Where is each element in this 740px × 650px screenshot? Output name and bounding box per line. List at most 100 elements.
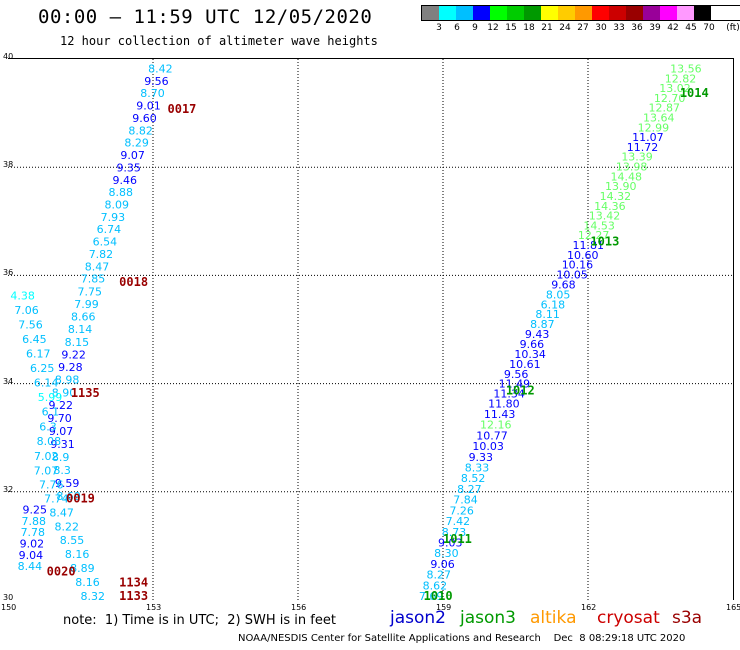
swh-value-label: 9.02 <box>20 538 44 551</box>
swh-value-label: 10.60 <box>567 249 599 262</box>
swh-value-label: 7.84 <box>453 494 478 507</box>
swh-value-label: 13.98 <box>616 161 648 174</box>
swh-value-label: 8.33 <box>465 462 490 475</box>
swh-value-label: 12.99 <box>638 121 670 134</box>
legend-swatch <box>524 6 541 20</box>
swh-value-label: 9.06 <box>430 558 455 571</box>
legend-swatch <box>643 6 660 20</box>
swh-value-label: 8.3 <box>53 464 71 477</box>
swh-value-label: 12.87 <box>648 102 680 115</box>
swh-value-label: 8.88 <box>109 186 134 199</box>
swh-value-label: 7.26 <box>449 504 474 517</box>
legend-swatch <box>660 6 677 20</box>
swh-value-label: 9.07 <box>120 149 145 162</box>
time-label: 1013 <box>590 235 619 249</box>
swh-value-label: 10.34 <box>514 348 546 361</box>
legend-swatch <box>575 6 592 20</box>
swh-value-label: 4.38 <box>10 290 34 303</box>
swh-value-label: 9.22 <box>48 399 73 412</box>
legend-swatch <box>592 6 609 20</box>
y-tick-label: 30 <box>3 593 14 602</box>
swh-value-label: 6.18 <box>541 298 566 311</box>
satellite-jason2: jason2 <box>390 608 446 628</box>
swh-value-label: 12.70 <box>654 92 686 105</box>
legend-tick: 33 <box>613 23 625 33</box>
legend-tick: 6 <box>454 23 460 33</box>
y-tick-label: 40 <box>3 52 14 61</box>
swh-value-label: 9.59 <box>55 477 80 490</box>
swh-value-label: 11.34 <box>493 388 525 401</box>
time-label: 0019 <box>66 492 95 506</box>
time-label: 0020 <box>47 565 76 579</box>
swh-value-label: 13.02 <box>659 82 691 95</box>
y-tick-label: 32 <box>3 484 14 494</box>
legend-swatch <box>626 6 643 20</box>
swh-value-label: 11.43 <box>484 408 516 421</box>
swh-value-label: 8.66 <box>71 311 96 324</box>
swh-value-label: 8.52 <box>461 472 486 485</box>
swh-value-label: 9.28 <box>58 361 83 374</box>
time-label: 1134 <box>119 575 148 589</box>
legend-swatch <box>677 6 694 20</box>
legend-swatch <box>609 6 626 20</box>
swh-value-label: 9.07 <box>49 425 73 438</box>
swh-value-label: 10.77 <box>476 429 508 442</box>
time-label: 1135 <box>71 386 100 400</box>
swh-value-label: 8.42 <box>148 63 173 76</box>
swh-value-label: 9.43 <box>525 328 550 341</box>
swh-value-label: 8.47 <box>85 260 110 273</box>
swh-value-label: 11.80 <box>488 398 520 411</box>
swh-value-label: 7.74 <box>44 492 68 505</box>
swh-value-label: 8.69 <box>56 490 80 503</box>
swh-value-label: 8.82 <box>128 124 153 137</box>
legend-tick: 36 <box>631 23 643 33</box>
swh-value-label: 9.56 <box>144 75 169 88</box>
swh-value-label: 9.01 <box>136 100 161 113</box>
legend-tick: 42 <box>667 23 679 33</box>
swh-value-label: 12.16 <box>480 419 512 432</box>
legend-swatch <box>541 6 558 20</box>
swh-value-label: 13.64 <box>643 112 675 125</box>
swh-value-label: 12.27 <box>578 229 610 242</box>
legend-swatch <box>439 6 456 20</box>
time-label: 1014 <box>680 86 709 100</box>
swh-value-label: 8.55 <box>60 534 84 547</box>
swh-value-label: 8.15 <box>65 336 90 349</box>
satellite-jason3: jason3 <box>460 608 516 628</box>
swh-value-label: 6.17 <box>26 348 51 361</box>
swh-value-label: 8.27 <box>457 483 482 496</box>
satellite-s3a: s3a <box>672 608 703 628</box>
time-label: 1133 <box>119 589 148 600</box>
swh-value-label: 9.25 <box>23 503 48 516</box>
swh-value-label: 8.16 <box>65 548 90 561</box>
legend-tick: 21 <box>541 23 553 33</box>
swh-value-label: 14.32 <box>600 190 632 203</box>
satellite-altika: altika <box>530 608 577 628</box>
swh-value-label: 7.76 <box>39 478 64 491</box>
swh-value-label: 6.74 <box>97 223 122 236</box>
swh-value-label: 5.99 <box>38 391 63 404</box>
swh-value-label: 8.32 <box>81 590 106 600</box>
swh-value-label: 14.48 <box>610 170 642 183</box>
color-legend: 3 6 9 12 15 18 21 24 27 30 33 36 39 42 45 70 (ft) <box>421 5 740 35</box>
swh-value-label: 9.04 <box>19 549 43 562</box>
swh-value-label: 8.98 <box>55 374 80 387</box>
swh-value-label: 9.46 <box>112 174 136 187</box>
legend-tick: 39 <box>649 23 661 33</box>
swh-value-label: 13.90 <box>605 180 637 193</box>
swh-value-label: 8.87 <box>530 318 555 331</box>
time-label: 0018 <box>119 275 148 289</box>
swh-value-label: 14.53 <box>583 219 615 232</box>
legend-tick: 9 <box>472 23 478 33</box>
swh-value-label: 7.99 <box>74 298 99 311</box>
swh-value-label: 7.06 <box>14 304 39 317</box>
time-label: 1012 <box>506 383 535 397</box>
legend-tick: 12 <box>487 23 499 33</box>
swh-value-label: 8.11 <box>535 308 560 321</box>
y-tick-label: 38 <box>3 160 14 170</box>
swh-value-label: 8.05 <box>546 288 571 301</box>
swh-value-label: 7.88 <box>22 515 47 528</box>
swh-value-label: 13.39 <box>621 151 653 164</box>
swh-value-label: 9.31 <box>50 438 75 451</box>
satellite-cryosat: cryosat <box>597 608 660 628</box>
